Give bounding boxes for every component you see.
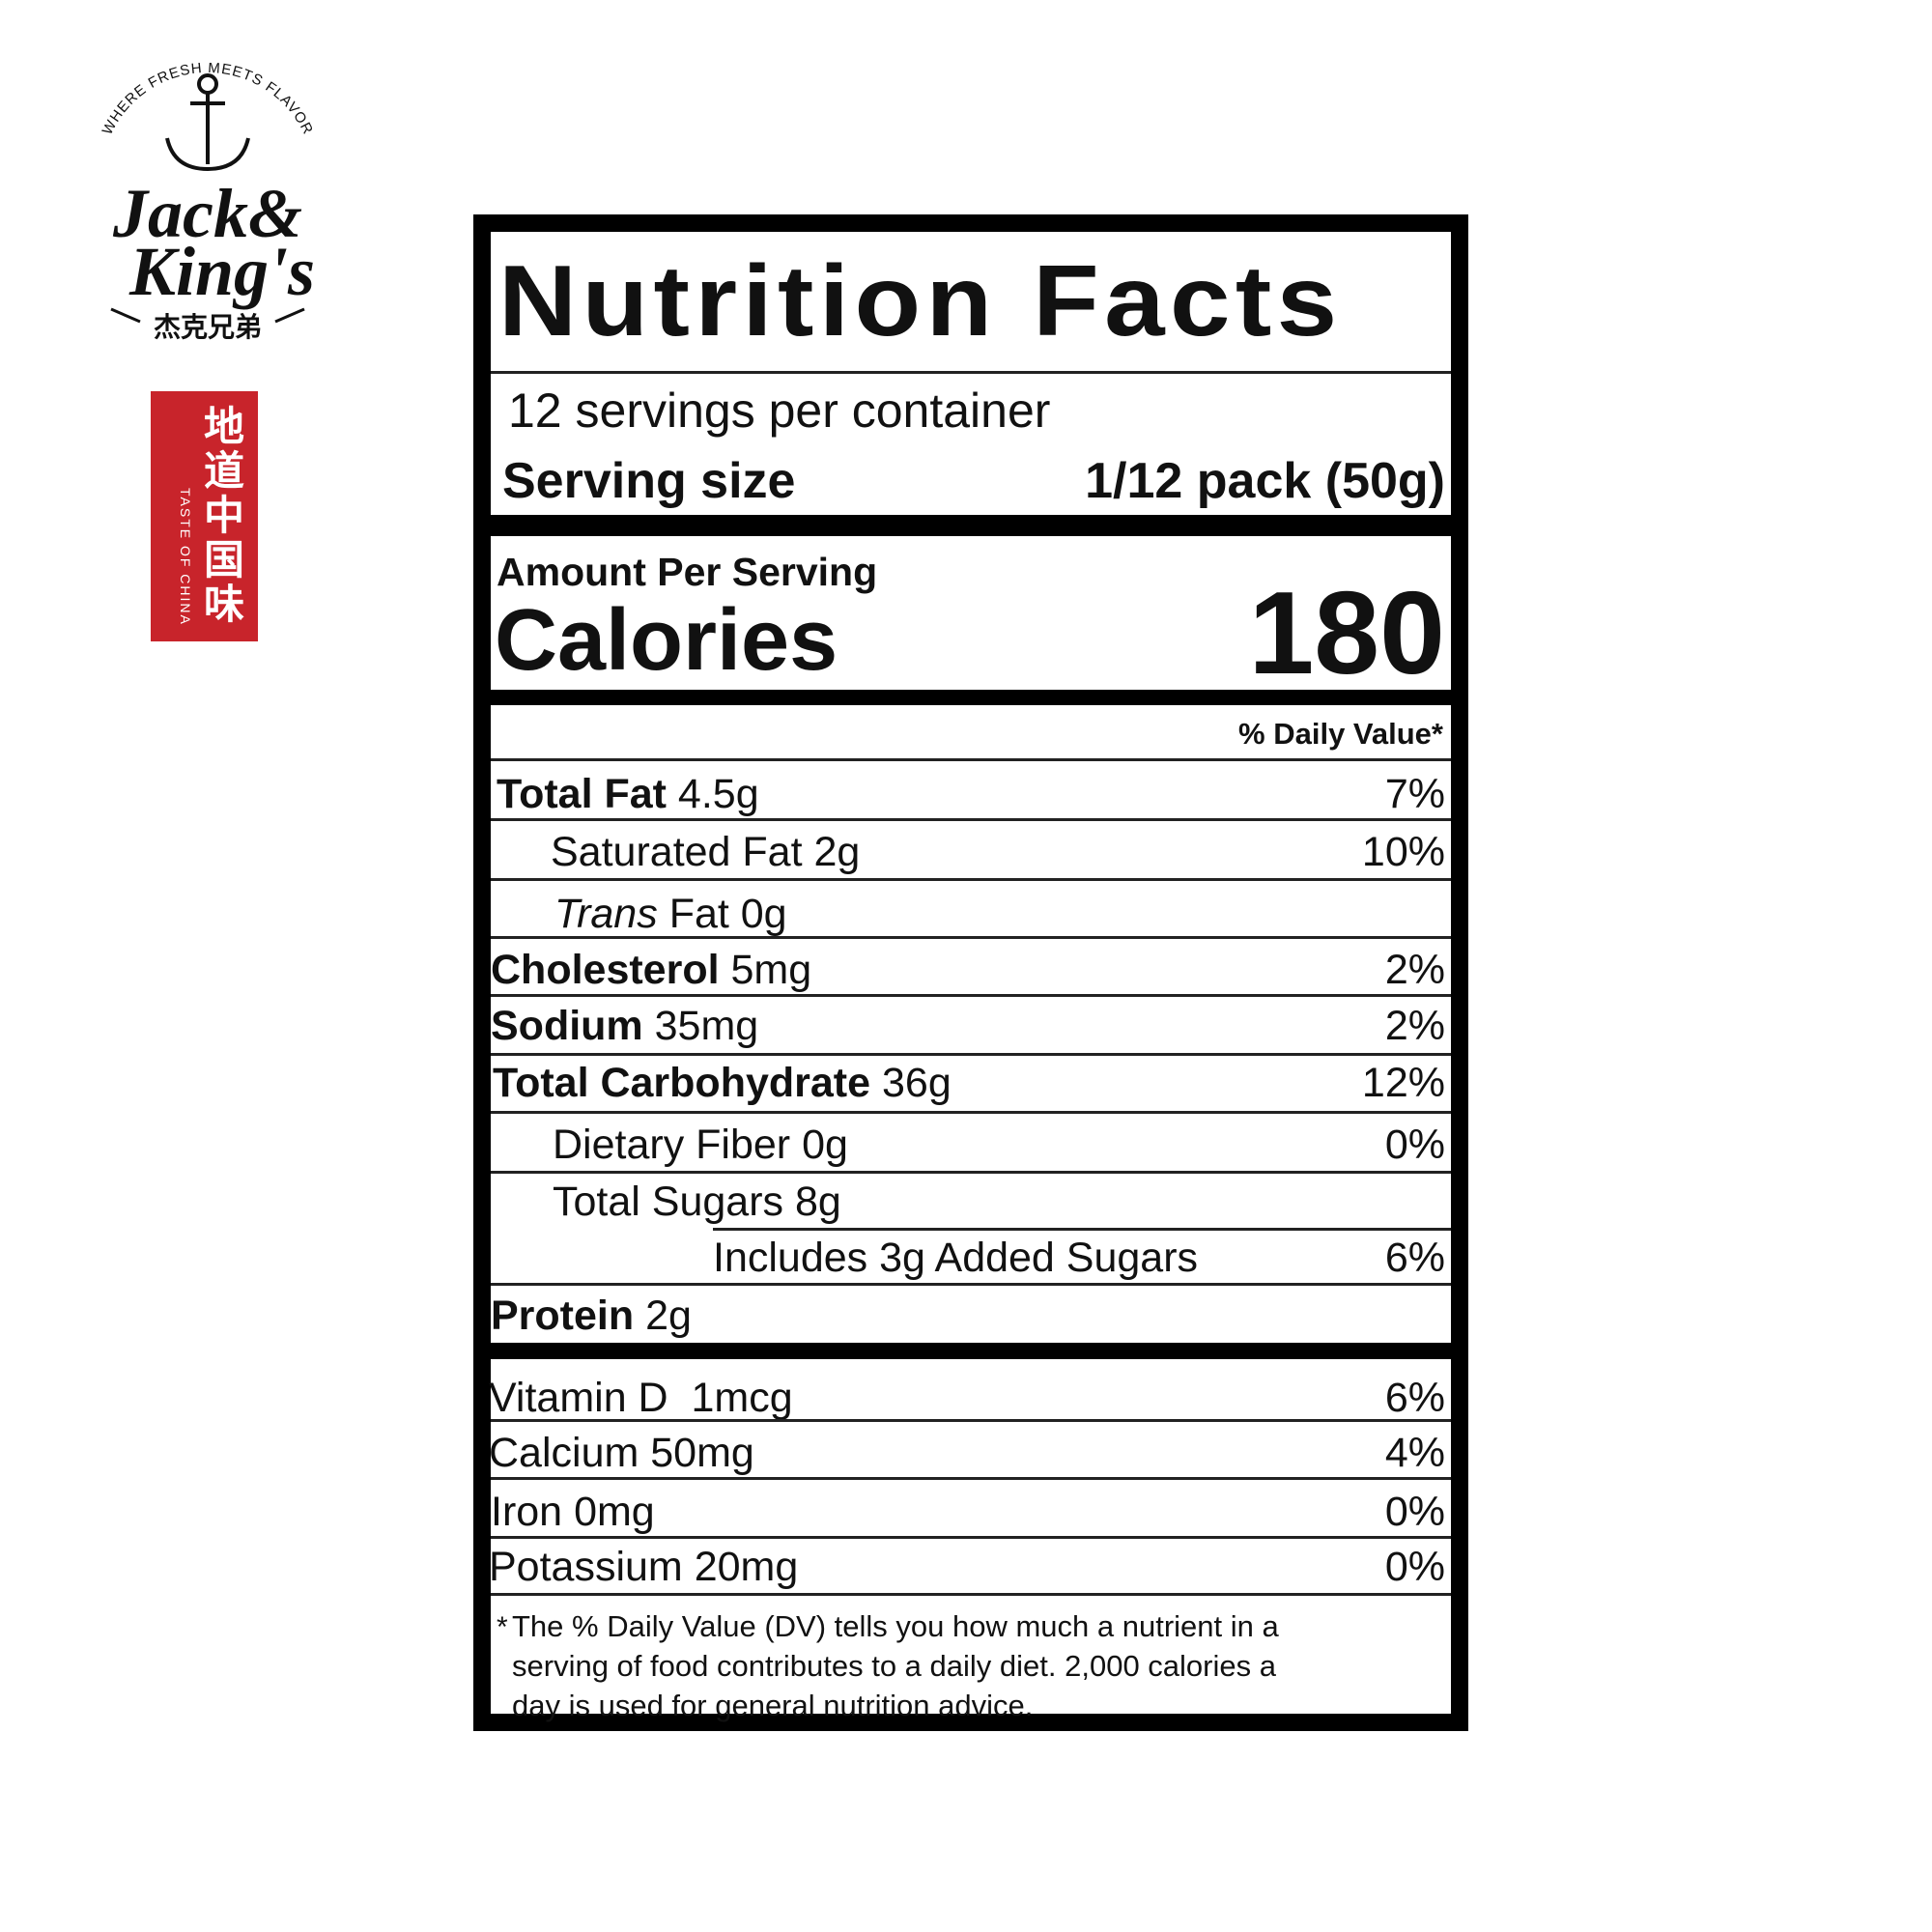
taste-of-china-stamp: 地道中国味 TASTE OF CHINA [151, 391, 258, 641]
nutrient-row-trans-fat: Trans Fat 0g [554, 891, 787, 937]
nutrient-row-total-sugars: Total Sugars 8g [553, 1179, 841, 1225]
calories-value: 180 [1248, 567, 1445, 698]
anchor-icon [165, 73, 250, 172]
serving-size-value: 1/12 pack (50g) [1085, 453, 1445, 509]
amount-per-serving: Amount Per Serving [497, 550, 878, 594]
nutrient-row-saturated-fat: Saturated Fat 2g 10% [551, 829, 1445, 875]
brand-chinese-name: 杰克兄弟 [154, 311, 262, 343]
nutrient-row-total-fat: Total Fat 4.5g 7% [497, 771, 1445, 817]
serving-size-label: Serving size [502, 453, 796, 509]
brand-logo: WHERE FRESH MEETS FLAVOR Jack& King's 杰克… [99, 63, 316, 343]
stamp-chinese-text: 地道中国味 [204, 403, 245, 628]
daily-value-header: % Daily Value* [1238, 717, 1443, 751]
footnote-line-2: serving of food contributes to a daily d… [512, 1649, 1276, 1683]
vitamin-row-iron: Iron 0mg 0% [491, 1489, 1445, 1535]
calories-label: Calories [495, 592, 838, 689]
nutrient-row-sodium: Sodium 35mg 2% [491, 1003, 1445, 1049]
servings-per-container: 12 servings per container [508, 384, 1051, 438]
vitamin-row-calcium: Calcium 50mg 4% [489, 1430, 1445, 1476]
footnote-line-3: day is used for general nutrition advice… [512, 1689, 1034, 1722]
brand-name-line1: Jack& [112, 175, 302, 252]
nutrient-row-protein: Protein 2g [491, 1293, 692, 1339]
nutrient-row-dietary-fiber: Dietary Fiber 0g 0% [553, 1122, 1445, 1168]
footnote-asterisk: * [497, 1611, 508, 1643]
nutrient-row-added-sugars: Includes 3g Added Sugars 6% [713, 1235, 1445, 1281]
nutrient-row-cholesterol: Cholesterol 5mg 2% [491, 947, 1445, 993]
vitamin-row-potassium: Potassium 20mg 0% [489, 1544, 1445, 1590]
stamp-english-text: TASTE OF CHINA [178, 488, 193, 626]
footnote-line-1: The % Daily Value (DV) tells you how muc… [512, 1609, 1279, 1643]
nutrient-row-total-carbohydrate: Total Carbohydrate 36g 12% [493, 1060, 1445, 1106]
vitamin-row-vitamin-d: Vitamin D 1mcg 6% [489, 1375, 1445, 1421]
label-title: Nutrition Facts [498, 245, 1343, 357]
brand-name-line2: King's [128, 233, 315, 310]
nutrition-facts-label: Nutrition Facts 12 servings per containe… [473, 214, 1468, 1731]
